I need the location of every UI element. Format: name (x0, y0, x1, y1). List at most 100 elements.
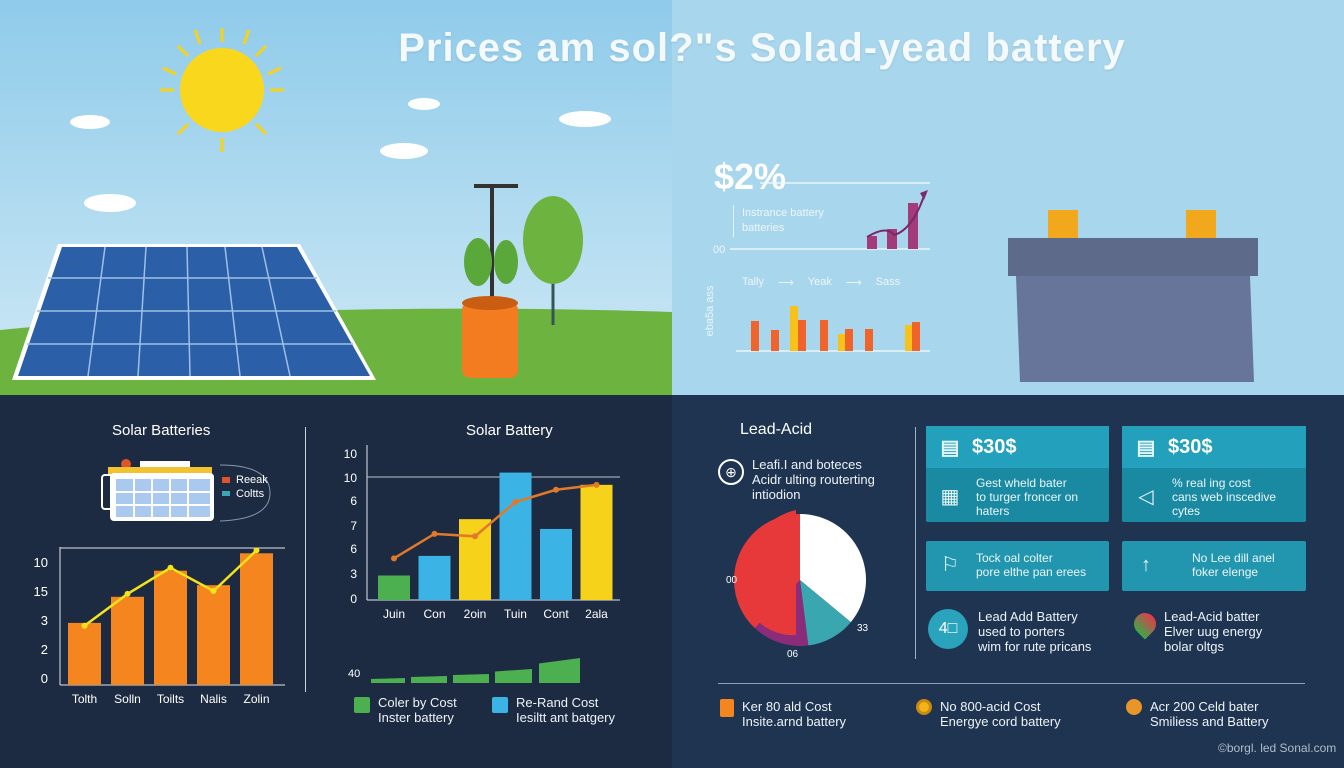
legend-line: Energye cord battery (940, 714, 1061, 729)
feature-2: Lead-Acid batter Elver uug energy bolar ol… (1129, 608, 1262, 654)
arrow-right-icon: ⟶ (845, 277, 862, 289)
y-tick-label: 2 (41, 642, 48, 657)
card-line: to turger froncer on (976, 490, 1079, 504)
legend-item: Coler by Cost Inster battery (354, 695, 474, 725)
legend-line: Insite.arnd battery (742, 714, 847, 729)
y-tick-label: 3 (41, 613, 48, 628)
trend-arrow (866, 195, 925, 238)
x-tick-label: Juin (383, 607, 405, 621)
x-tick-label: Cont (543, 607, 569, 621)
bar (865, 329, 873, 351)
x-tick-label: 2ala (585, 607, 608, 621)
plant-pot-icon (462, 184, 518, 378)
solar-batteries-title: Solar Batteries (112, 422, 211, 439)
document-icon: ▤ (1136, 436, 1156, 459)
pie-slice (742, 510, 796, 636)
bar (240, 553, 273, 685)
y-tick-label: 6 (350, 542, 357, 556)
trend-point (81, 622, 88, 629)
map-pin-icon (1129, 608, 1161, 640)
x-tick-label: Nalis (200, 692, 227, 706)
trend-point (431, 530, 438, 537)
arrow-up-icon: ↑ (1141, 554, 1151, 576)
legend-swatch (720, 699, 734, 717)
sun-icon (160, 28, 284, 152)
bottom-right-panel: Lead-Acid ⊕ Leafi.I and boteces Acidr ult… (672, 395, 1344, 768)
divider (718, 683, 1305, 684)
arrow-right-icon: ⟶ (778, 277, 794, 289)
coin-icon (1126, 699, 1142, 715)
legend-line: Acr 200 Celd bater (1150, 699, 1259, 714)
flag-icon: ⚐ (941, 554, 959, 576)
solar-scene (0, 28, 672, 395)
card-line: % real ing cost (1172, 476, 1251, 490)
bar (459, 519, 491, 600)
solar-battery-legend: Coler by Cost Inster battery Re-Rand Cost… (354, 695, 615, 725)
coin-icon (916, 699, 932, 715)
y-tick-label: 10 (344, 471, 358, 485)
cost-card-2[interactable]: ▤ $30$ ◁ % real ing cost cans web inscedive… (1122, 426, 1306, 522)
x-tick-label: Con (423, 607, 445, 621)
card-line: pore elthe pan erees (976, 565, 1087, 579)
lead-acid-desc: Leafi.I and boteces Acidr ulting routerti… (752, 457, 875, 502)
trend-point (391, 555, 397, 562)
bar (68, 622, 101, 685)
battery-icon (1008, 210, 1258, 382)
bar (838, 334, 846, 351)
card-line: cans web inscedive (1172, 490, 1277, 504)
legend-item: Ker 80 ald Cost Insite.arnd battery (720, 699, 916, 729)
pie-label: 06 (787, 649, 799, 660)
card-line: cytes (1172, 504, 1201, 518)
y-tick-label: 10 (344, 447, 358, 461)
mini-bar (411, 676, 447, 683)
battery-legend: Reeak Coltts (236, 473, 268, 501)
x-tick-label: Tolth (72, 692, 97, 706)
legend-line: Coler by Cost (378, 695, 457, 710)
desc-line: Leafi.I and boteces (752, 457, 862, 472)
card-line: No Lee dill anel (1192, 551, 1275, 565)
arrow-head-icon (920, 190, 928, 200)
mini-bar (453, 674, 489, 683)
legend-item: Coltts (236, 488, 265, 500)
bar (751, 321, 759, 351)
legend-line: Inster battery (378, 710, 454, 725)
axis-label: 00 (713, 244, 726, 256)
y-tick-label: 3 (350, 567, 357, 581)
info-card-3[interactable]: ⚐ Tock oal colter pore elthe pan erees (926, 541, 1109, 591)
trend-point (512, 499, 519, 505)
legend-swatch (354, 697, 370, 713)
cost-card-1[interactable]: ▤ $30$ ▦ Gest wheld bater to turger froncer… (926, 426, 1109, 522)
mini-bar (539, 658, 580, 683)
mini-bar (495, 669, 532, 683)
card-price: $30$ (972, 435, 1017, 458)
trend-line (393, 483, 597, 560)
bottom-charts: 0 2 3 15 10 Tolth Solln Toilts Nalis Zolin 0 3 6 7 6 10… (34, 445, 620, 706)
page-title: Prices am sol?"s Solad-yead battery (398, 26, 1126, 70)
legend-line: Re-Rand Cost (516, 695, 599, 710)
x-tick-label: Zolin (243, 692, 269, 706)
mini-bar (371, 678, 405, 683)
headline: $2% (714, 156, 787, 197)
legend-line: Smiliess and Battery (1150, 714, 1269, 729)
card-price: $30$ (1168, 435, 1213, 458)
bar (197, 585, 230, 685)
bar (798, 320, 806, 351)
x-tick-label: 2oin (464, 607, 487, 621)
bar (887, 229, 897, 249)
legend-item: Acr 200 Celd bater Smiliess and Battery (1126, 699, 1269, 729)
trend-point (124, 590, 131, 597)
top-right-charts (730, 182, 1258, 382)
card-line: foker elenge (1192, 565, 1259, 579)
y-tick-label: 7 (350, 519, 357, 533)
bar (912, 322, 920, 351)
bar (867, 236, 877, 249)
flow-step: Yeak (807, 276, 832, 288)
info-card-4[interactable]: ↑ No Lee dill anel foker elenge (1122, 541, 1306, 591)
trend-point (253, 547, 260, 554)
footer-credit: ©borgl. led Sonal.com (1218, 741, 1337, 755)
y-tick-label: 0 (350, 592, 357, 606)
document-icon: ▤ (940, 436, 960, 459)
bar (580, 484, 613, 600)
bar (905, 325, 913, 351)
pie-label: 00 (726, 575, 738, 586)
